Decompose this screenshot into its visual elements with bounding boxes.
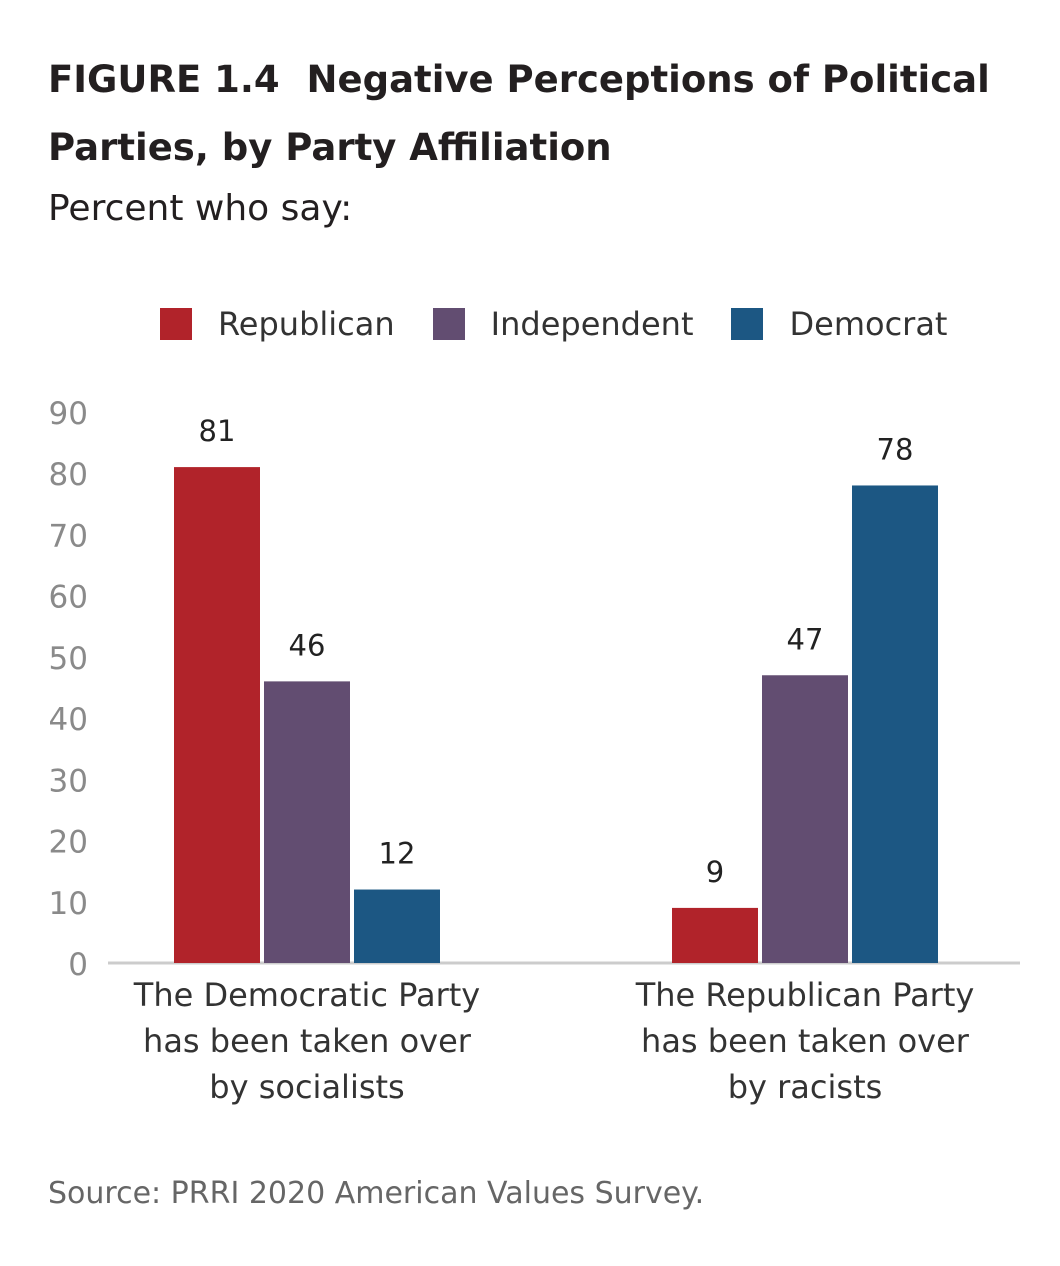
- legend-label-democrat: Democrat: [789, 305, 948, 343]
- chart-legend: Republican Independent Democrat: [160, 302, 947, 346]
- y-tick-label-90: 90: [49, 396, 88, 432]
- figure-number: FIGURE 1.4: [48, 58, 280, 101]
- y-tick-label-50: 50: [49, 641, 88, 677]
- figure-subtitle: Percent who say:: [48, 188, 353, 229]
- data-label-republican-2: 9: [706, 855, 724, 889]
- legend-item-republican: Republican: [160, 305, 395, 343]
- legend-label-independent: Independent: [490, 305, 694, 343]
- data-label-democrat-1: 12: [379, 837, 416, 871]
- y-tick-label-30: 30: [49, 763, 88, 799]
- category-label-1-line-3: by socialists: [209, 1068, 404, 1106]
- bar-democrat-1: [354, 889, 440, 963]
- source-note: Source: PRRI 2020 American Values Survey…: [48, 1176, 705, 1211]
- y-tick-label-70: 70: [49, 518, 88, 554]
- y-tick-label-40: 40: [49, 702, 88, 738]
- y-tick-label-60: 60: [49, 580, 88, 616]
- y-tick-label-80: 80: [49, 457, 88, 493]
- data-label-independent-1: 46: [289, 628, 326, 662]
- bar-republican-1: [174, 467, 260, 963]
- category-label-1-line-1: The Democratic Party: [133, 976, 480, 1014]
- category-label-2-line-1: The Republican Party: [635, 976, 975, 1014]
- category-label-1-line-2: has been taken over: [143, 1022, 472, 1060]
- bar-democrat-2: [852, 485, 938, 963]
- figure-title-text: Negative Perceptions of Political Partie…: [48, 58, 990, 169]
- bar-republican-2: [672, 907, 758, 963]
- figure-title: FIGURE 1.4 Negative Perceptions of Polit…: [48, 46, 1028, 182]
- legend-item-independent: Independent: [432, 305, 694, 343]
- bar-independent-1: [264, 681, 350, 963]
- bar-independent-2: [762, 675, 848, 963]
- legend-swatch-democrat: [731, 308, 764, 340]
- y-tick-label-10: 10: [49, 886, 88, 922]
- legend-item-democrat: Democrat: [731, 305, 947, 343]
- category-label-2-line-3: by racists: [728, 1068, 883, 1106]
- y-tick-label-0: 0: [68, 947, 88, 983]
- bar-chart: 0 10 20 30 40 50 60 70 80 90 81 46 12 The Democratic …: [49, 396, 1020, 1106]
- data-label-republican-1: 81: [199, 414, 236, 448]
- category-label-2-line-2: has been taken over: [641, 1022, 970, 1060]
- legend-swatch-republican: [160, 308, 192, 340]
- legend-swatch-independent: [432, 308, 465, 340]
- data-label-democrat-2: 78: [877, 432, 914, 466]
- data-label-independent-2: 47: [787, 622, 824, 656]
- y-tick-label-20: 20: [49, 825, 88, 861]
- legend-label-republican: Republican: [218, 305, 395, 343]
